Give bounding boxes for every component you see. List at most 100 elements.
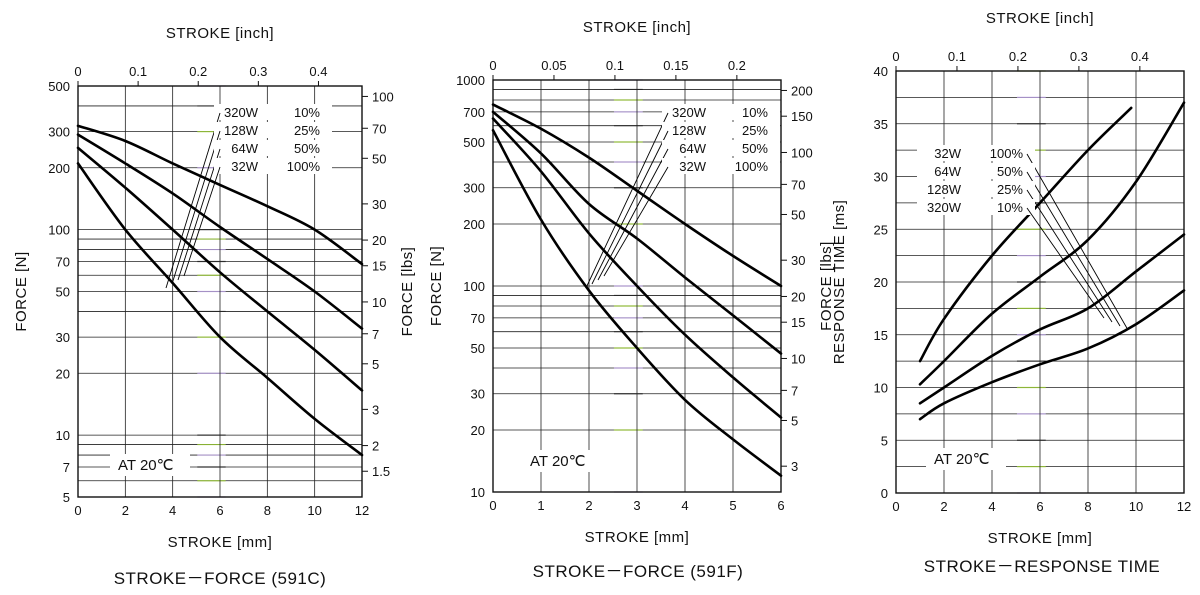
series-line-1 (76, 124, 364, 266)
plot-frame (895, 70, 1185, 494)
y2-tick-label: 30 (372, 197, 386, 212)
y2-axis-title: FORCE [lbs] (399, 247, 416, 337)
legend-leader-line (177, 148, 221, 281)
legend-duty: 25% (997, 182, 1023, 197)
x-tick-label: 2 (940, 499, 947, 514)
y2-tick-label: 7 (372, 327, 379, 342)
y2-tick-label: 100 (372, 89, 394, 104)
legend-entry-bg (917, 181, 1035, 197)
legend-leader-line (591, 130, 669, 285)
y-tick-label: 25 (874, 222, 888, 237)
y2-tick-label: 3 (372, 402, 379, 417)
x-tick-label: 4 (681, 498, 688, 513)
x-axis-title: STROKE [mm] (585, 529, 690, 546)
legend-watt: 64W (679, 141, 706, 156)
x2-tick-label: 0.15 (663, 58, 688, 73)
legend-leader-line (183, 166, 221, 277)
legend: 32W 100% 64W 50% 128W 25% 320W 10% (917, 145, 1129, 331)
legend-duty: 25% (742, 123, 768, 138)
y2-tick-label: 7 (791, 383, 798, 398)
x-tick-label: 10 (307, 503, 321, 518)
y2-tick-label: 70 (372, 121, 386, 136)
legend-entry-bg (917, 163, 1035, 179)
x-tick-label: 2 (122, 503, 129, 518)
x-tick-label: 0 (74, 503, 81, 518)
x-tick-label: 6 (777, 498, 784, 513)
y-tick-label: 70 (471, 311, 485, 326)
y-tick-labels: 10 20 30 50 70 100 200 300 500 700 1000 (456, 73, 485, 500)
legend-duty: 100% (735, 159, 769, 174)
y-tick-label: 0 (881, 486, 888, 501)
y-tick-label: 7 (63, 460, 70, 475)
y-tick-label: 300 (48, 125, 70, 140)
x-tick-label: 0 (892, 499, 899, 514)
series-line-4 (918, 289, 1186, 421)
temperature-note: AT 20℃ (110, 454, 190, 476)
x-tick-labels: 0 1 2 3 4 5 6 (489, 498, 784, 513)
y-tick-labels: 0 5 10 15 20 25 30 35 40 (874, 64, 888, 501)
legend: 320W 10% 128W 25% 64W 50% 32W 100% (585, 104, 780, 289)
legend-entry-bg (214, 122, 332, 138)
temperature-note-bg (522, 450, 602, 472)
legend-watt: 32W (231, 159, 258, 174)
temperature-note-text: AT 20℃ (934, 451, 989, 468)
x2-tick-label: 0.1 (129, 64, 147, 79)
x2-tick-label: 0.4 (1131, 49, 1149, 64)
legend-leader-line (603, 166, 669, 277)
x-axis-title: STROKE [mm] (168, 534, 273, 551)
x-tick-label: 12 (1177, 499, 1191, 514)
legend-watt: 64W (231, 141, 258, 156)
y-tick-label: 10 (874, 381, 888, 396)
legend-duty: 10% (997, 200, 1023, 215)
x-tick-label: 3 (633, 498, 640, 513)
y-tick-label: 10 (471, 485, 485, 500)
y2-tick-label: 2 (372, 439, 379, 454)
x-tick-labels: 0 2 4 6 8 10 12 (74, 503, 369, 518)
y-tick-label: 35 (874, 117, 888, 132)
x2-tick-labels: 0 0.1 0.2 0.3 0.4 (892, 49, 1149, 71)
temperature-note-text: AT 20℃ (118, 457, 173, 474)
y2-tick-label: 30 (791, 253, 805, 268)
x-tick-label: 10 (1129, 499, 1143, 514)
x2-tick-label: 0.3 (1070, 49, 1088, 64)
legend-entry-bg (214, 104, 332, 120)
y-tick-label: 15 (874, 328, 888, 343)
x2-axis-title: STROKE [inch] (986, 10, 1094, 27)
y-axis-title: FORCE [N] (13, 251, 30, 331)
legend-watt: 320W (224, 105, 259, 120)
y2-tick-label: 3 (791, 459, 798, 474)
y2-tick-label: 20 (372, 233, 386, 248)
y-tick-label: 50 (56, 285, 70, 300)
x2-tick-label: 0.2 (189, 64, 207, 79)
series-curves (491, 103, 783, 477)
x-tick-label: 4 (169, 503, 176, 518)
y-tick-label: 50 (471, 341, 485, 356)
y-tick-label: 300 (463, 181, 485, 196)
temperature-note-bg (110, 454, 190, 476)
y-tick-label: 100 (463, 279, 485, 294)
chart-title: STROKE－FORCE (591C) (114, 569, 327, 588)
temperature-note-bg (926, 448, 1006, 470)
y-tick-label: 30 (874, 170, 888, 185)
y2-tick-label: 100 (791, 145, 813, 160)
x2-axis-title: STROKE [inch] (166, 25, 274, 42)
y2-tick-label: 70 (791, 177, 805, 192)
y2-tick-label: 5 (791, 413, 798, 428)
series-curves (76, 124, 364, 457)
legend-watt: 32W (679, 159, 706, 174)
y2-tick-label: 15 (791, 315, 805, 330)
x-tick-labels: 0 2 4 6 8 10 12 (892, 499, 1191, 514)
x2-tick-label: 0.1 (948, 49, 966, 64)
y-tick-label: 5 (63, 490, 70, 505)
y2-tick-label: 10 (791, 351, 805, 366)
y2-tick-labels: 1.5 2 3 5 7 10 15 20 30 50 70 100 (362, 89, 394, 479)
legend-entry-bg (917, 145, 1035, 161)
y-tick-label: 1000 (456, 73, 485, 88)
legend-leader-line (1026, 189, 1113, 323)
x-tick-label: 8 (264, 503, 271, 518)
y-axis-title: FORCE [N] (428, 246, 445, 326)
y2-tick-label: 200 (791, 83, 813, 98)
chart-title: STROKE－FORCE (591F) (533, 562, 744, 581)
x2-tick-label: 0 (489, 58, 496, 73)
